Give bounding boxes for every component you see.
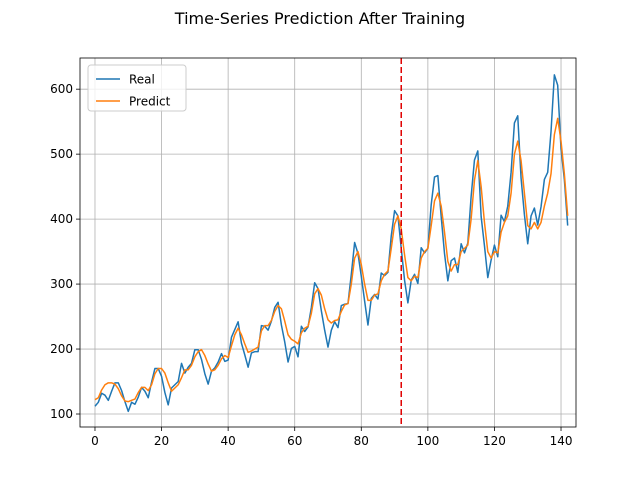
plot-area: 0 20 40 60 80 100 120 140 100 200 300 400 500 600 Real…: [50, 57, 577, 448]
x-tick-label: 60: [287, 434, 302, 448]
x-tick-label: 20: [154, 434, 169, 448]
legend-label-predict: Predict: [129, 95, 171, 109]
x-tick-label: 40: [220, 434, 235, 448]
y-tick-label: 500: [50, 147, 73, 161]
x-tick-label: 140: [550, 434, 573, 448]
chart-title: Time-Series Prediction After Training: [174, 9, 465, 28]
legend-box: [87, 64, 187, 112]
y-tick-label: 200: [50, 342, 73, 356]
series-line-predict: [94, 117, 569, 403]
axes-frame: [79, 57, 577, 428]
y-tick-label: 300: [50, 277, 73, 291]
y-tick-label: 400: [50, 212, 73, 226]
y-tick-label: 600: [50, 82, 73, 96]
x-tick-label: 120: [483, 434, 506, 448]
x-tick-label: 100: [416, 434, 439, 448]
series-line-real: [94, 74, 569, 413]
x-tick-label: 80: [354, 434, 369, 448]
y-tick-label: 100: [50, 407, 73, 421]
x-tick-label: 0: [91, 434, 99, 448]
legend-label-real: Real: [129, 73, 155, 87]
